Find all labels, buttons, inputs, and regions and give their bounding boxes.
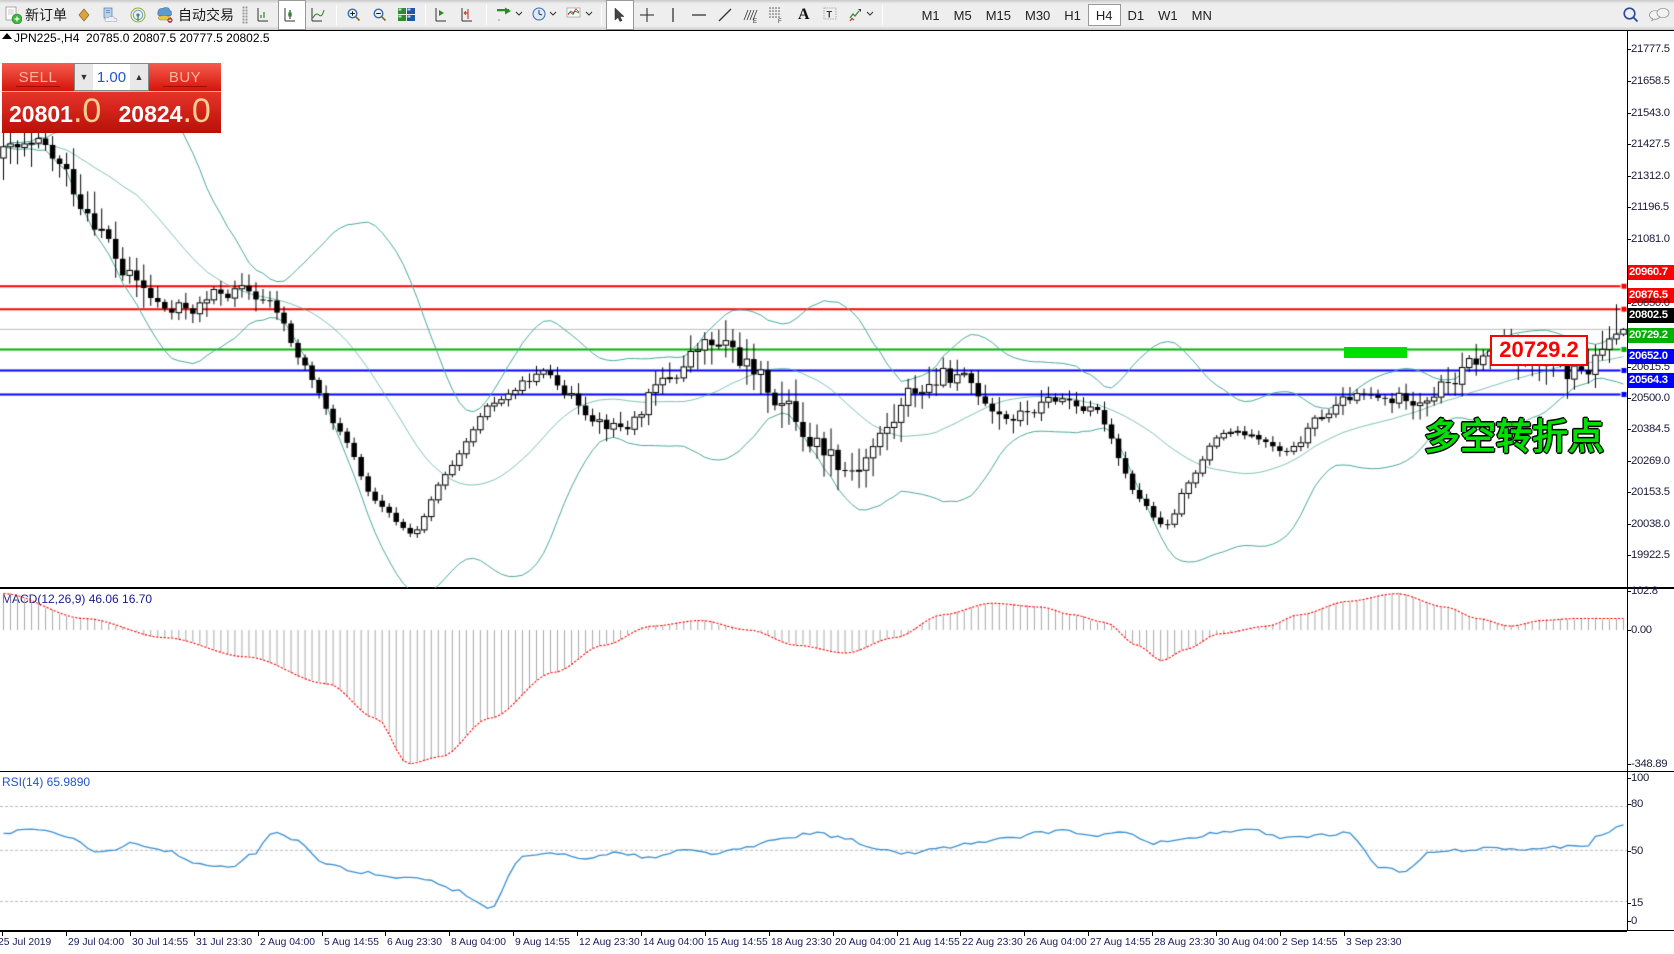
svg-text:T: T bbox=[826, 10, 832, 20]
svg-text:E: E bbox=[753, 19, 757, 24]
svg-text:F: F bbox=[778, 19, 782, 24]
